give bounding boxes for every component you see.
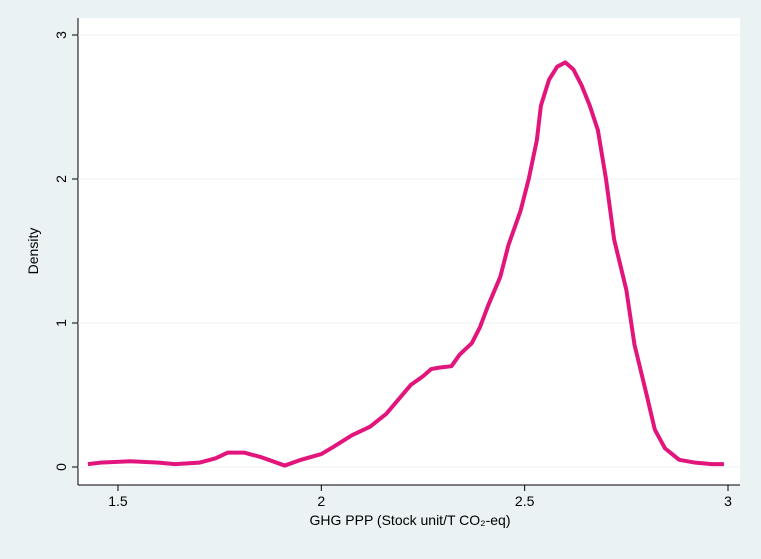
plot-area	[78, 18, 740, 485]
x-tick-label: 2.5	[515, 493, 535, 509]
x-axis-title: GHG PPP (Stock unit/T CO₂-eq)	[310, 512, 511, 528]
y-tick-label: 2	[53, 175, 69, 183]
y-tick-label: 1	[53, 319, 69, 327]
x-tick-label: 1.5	[108, 493, 128, 509]
y-tick-label: 3	[53, 31, 69, 39]
x-tick-label: 2	[317, 493, 325, 509]
y-axis-title: Density	[25, 228, 41, 275]
x-tick-label: 3	[724, 493, 732, 509]
density-line	[87, 60, 724, 468]
y-tick-label: 0	[53, 463, 69, 471]
